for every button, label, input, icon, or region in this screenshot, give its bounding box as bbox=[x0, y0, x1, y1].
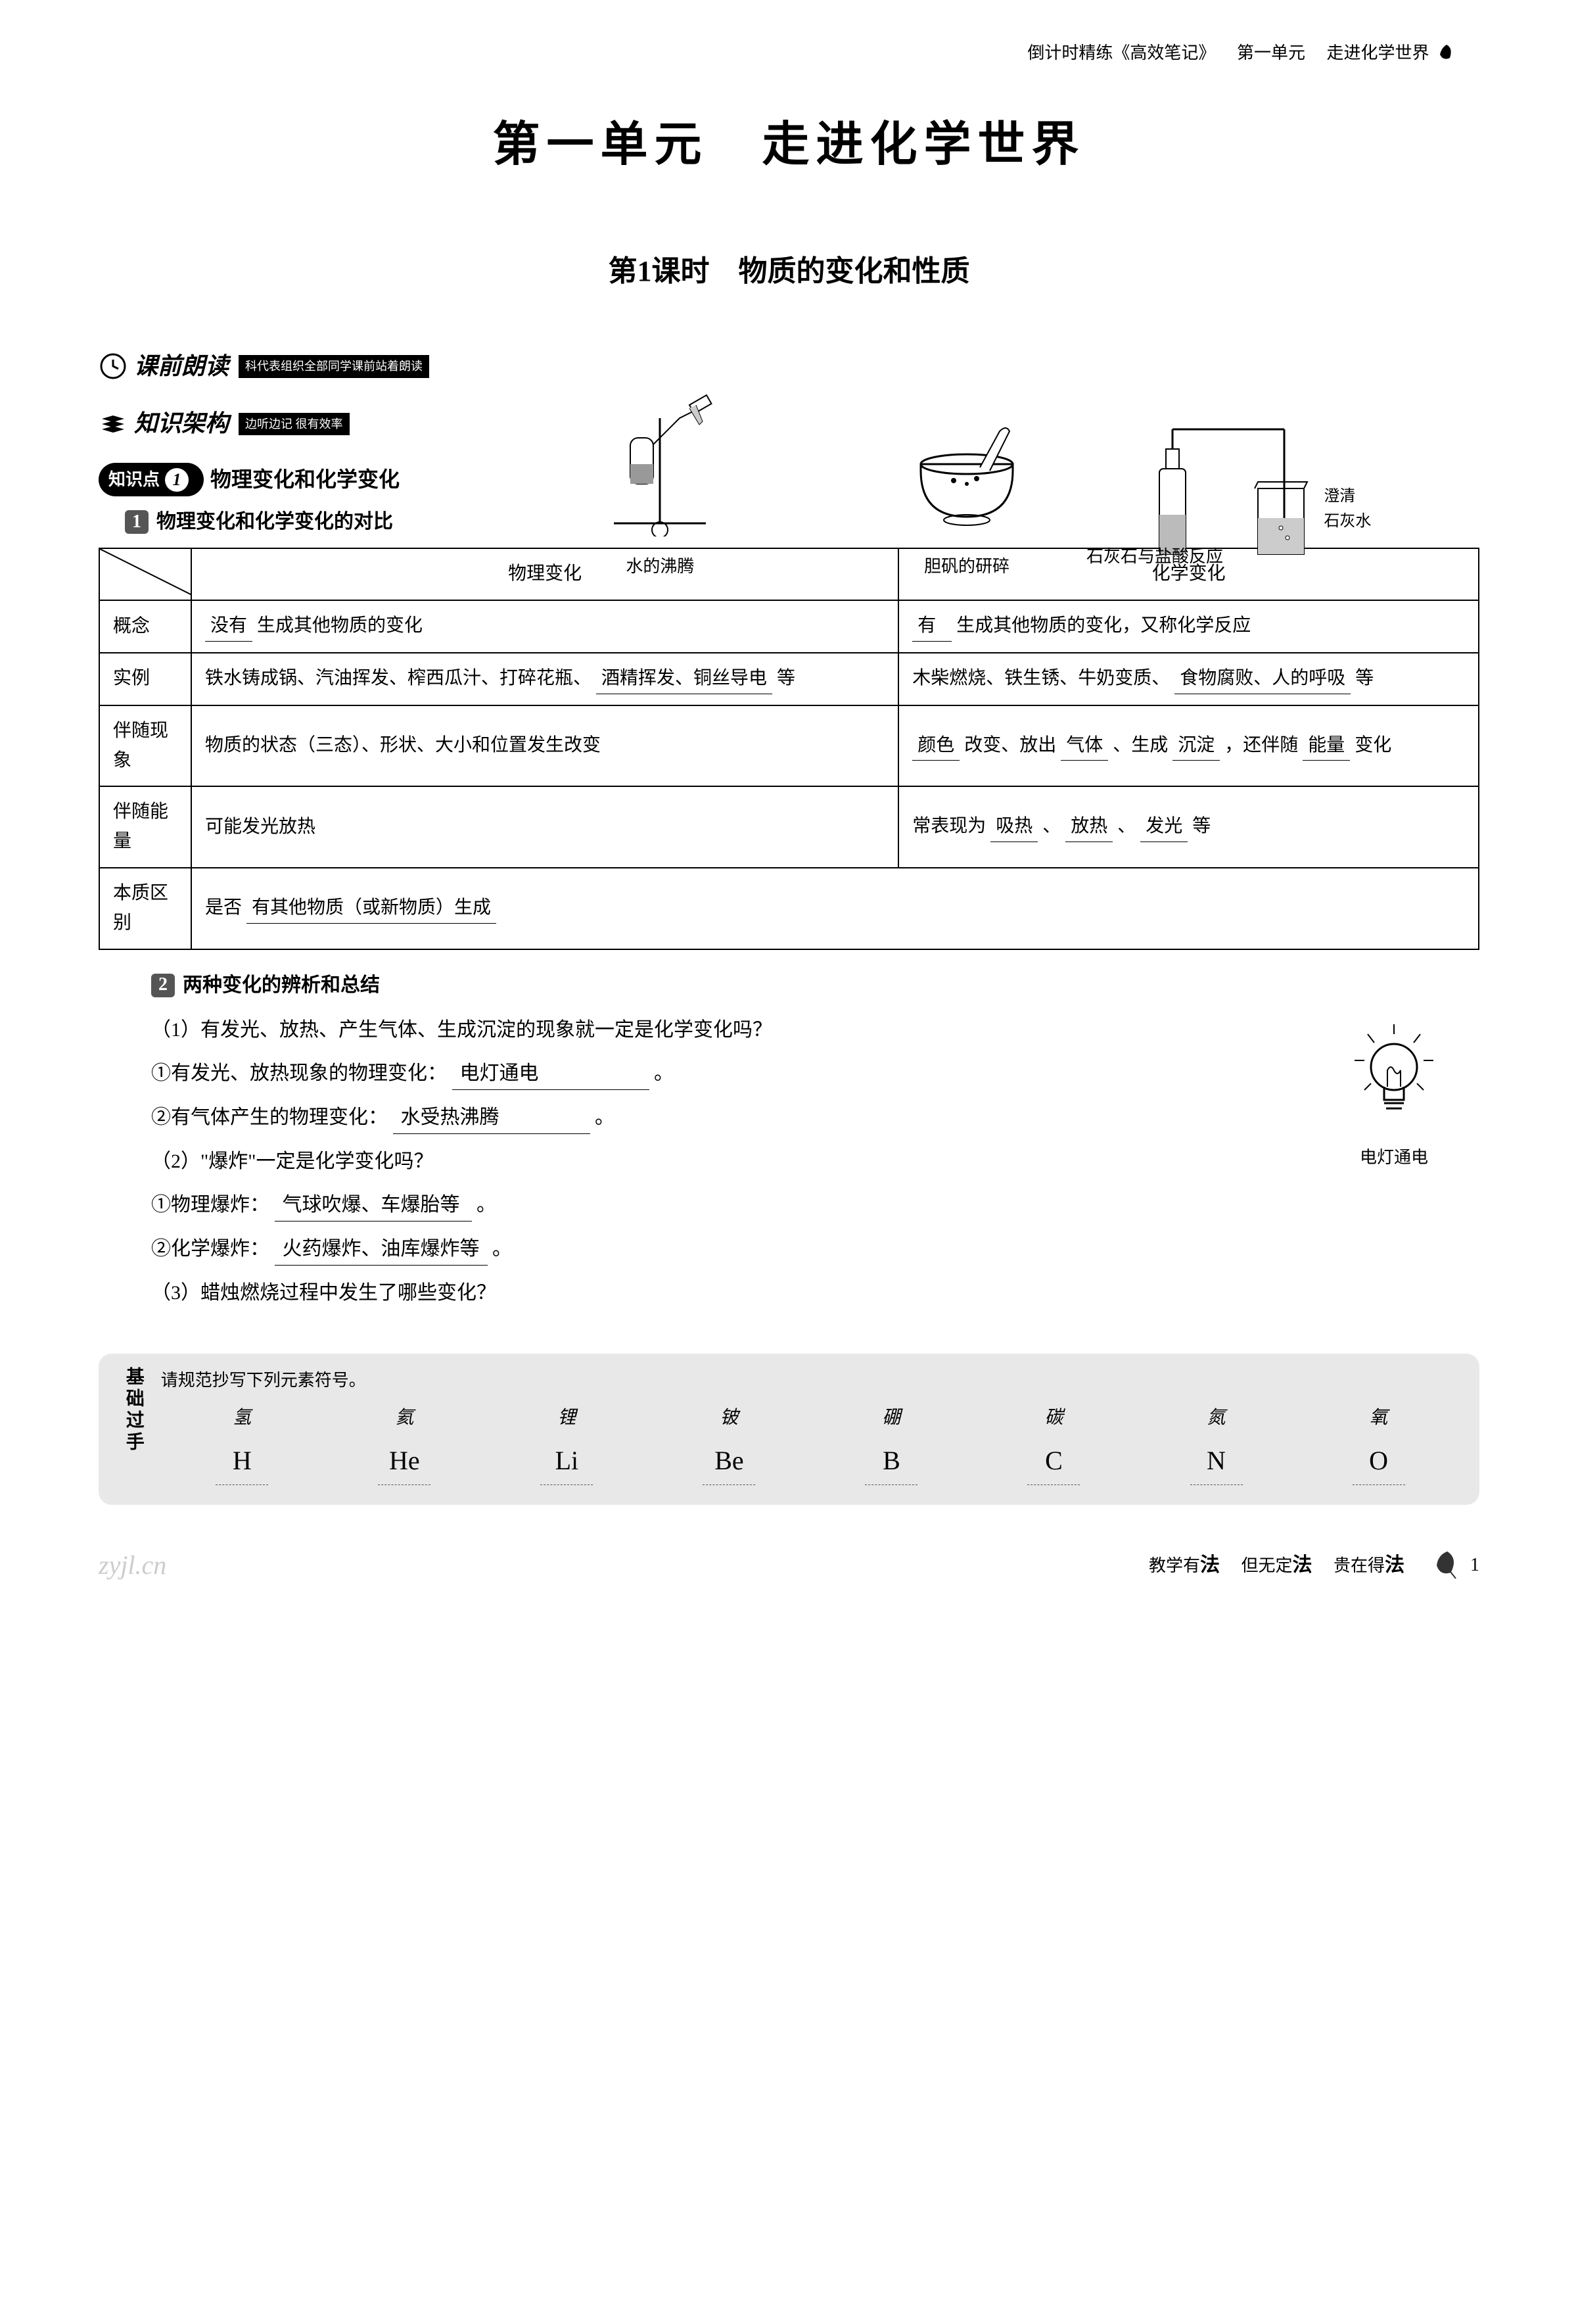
footer-side-label: 基础过手 bbox=[118, 1367, 161, 1492]
q1a-answer: 电灯通电 bbox=[452, 1058, 649, 1090]
bulb-caption: 电灯通电 bbox=[1348, 1144, 1440, 1172]
diagram-grinding: 胆矾的研碎 bbox=[814, 418, 1121, 580]
q2b-answer: 火药爆炸、油库爆炸等 bbox=[275, 1233, 488, 1266]
topic1-pill: 知识点 1 bbox=[99, 463, 204, 497]
q2a-answer: 气球吹爆、车爆胎等 bbox=[275, 1189, 472, 1221]
section-preread: 课前朗读 科代表组织全部同学课前站着朗读 bbox=[99, 348, 1479, 386]
element-symbol-cell: H bbox=[161, 1440, 323, 1485]
side-label-1: 澄清 bbox=[1324, 484, 1371, 509]
book-stack-icon bbox=[99, 410, 128, 439]
page-number: 1 bbox=[1470, 1551, 1479, 1580]
footer-instruction: 请规范抄写下列元素符号。 bbox=[161, 1367, 1460, 1394]
watermark: zyjl.cn bbox=[99, 1544, 166, 1586]
element-name-cell: 硼 bbox=[810, 1404, 973, 1433]
motto: 教学有法 但无定法 贵在得法 bbox=[166, 1550, 1431, 1581]
row-energy: 伴随能量 可能发光放热 常表现为 吸热 、 放热 、 发光 等 bbox=[99, 786, 1479, 868]
row-concept: 概念 没有 生成其他物质的变化 有 生成其他物质的变化，又称化学反应 bbox=[99, 600, 1479, 653]
lesson-title: 第1课时 物质的变化和性质 bbox=[99, 249, 1479, 295]
concept-c2-blank: 有 bbox=[912, 611, 952, 642]
ex-c1-blank: 酒精挥发、铜丝导电 bbox=[596, 664, 772, 694]
main-title: 第一单元 走进化学世界 bbox=[99, 107, 1479, 183]
phenomena-label: 伴随现象 bbox=[99, 705, 191, 787]
element-symbol-cell: N bbox=[1135, 1440, 1297, 1485]
diagram-boiling: 水的沸腾 bbox=[507, 392, 814, 580]
element-symbol-cell: He bbox=[323, 1440, 486, 1485]
essence-label: 本质区别 bbox=[99, 868, 191, 949]
leaf-icon bbox=[1433, 41, 1460, 68]
topic1-title: 物理变化和化学变化 bbox=[210, 463, 400, 496]
side-label-2: 石灰水 bbox=[1324, 509, 1371, 534]
element-name-cell: 氮 bbox=[1135, 1404, 1297, 1433]
concept-c1-blank: 没有 bbox=[205, 611, 252, 642]
element-name-cell: 锂 bbox=[486, 1404, 648, 1433]
page-header: 倒计时精练《高效笔记》 第一单元 走进化学世界 bbox=[99, 39, 1479, 68]
q3: （3）蜡烛燃烧过程中发生了哪些变化？ bbox=[151, 1277, 1427, 1309]
bulb-illustration: 电灯通电 bbox=[1348, 1024, 1440, 1172]
preread-sub: 科代表组织全部同学课前站着朗读 bbox=[239, 355, 429, 378]
series-title: 倒计时精练《高效笔记》 bbox=[1027, 43, 1215, 62]
phenomena-c1: 物质的状态（三态）、形状、大小和位置发生改变 bbox=[191, 705, 898, 787]
row-essence: 本质区别 是否 有其他物质（或新物质）生成 bbox=[99, 868, 1479, 949]
element-symbol-cell: Be bbox=[648, 1440, 810, 1485]
row-phenomena: 伴随现象 物质的状态（三态）、形状、大小和位置发生改变 颜色 改变、放出 气体 … bbox=[99, 705, 1479, 787]
element-symbol-cell: C bbox=[973, 1440, 1135, 1485]
unit-label: 第一单元 bbox=[1237, 43, 1305, 62]
element-symbol-cell: O bbox=[1297, 1440, 1460, 1485]
q2b: ②化学爆炸： 火药爆炸、油库爆炸等 。 bbox=[151, 1233, 1427, 1266]
ex-c2-blank: 食物腐败、人的呼吸 bbox=[1174, 664, 1351, 694]
subtopic1-num: 1 bbox=[125, 510, 149, 534]
preread-label: 课前朗读 bbox=[134, 348, 229, 386]
energy-label: 伴随能量 bbox=[99, 786, 191, 868]
structure-sub: 边听边记 很有效率 bbox=[239, 413, 350, 436]
element-name-cell: 铍 bbox=[648, 1404, 810, 1433]
elements-symbols-row: HHeLiBeBCNO bbox=[161, 1440, 1460, 1485]
element-symbol-cell: Li bbox=[486, 1440, 648, 1485]
diagonal-cell bbox=[99, 548, 191, 600]
diagrams-row: 水的沸腾 胆矾的研碎 澄清 石灰水 bbox=[507, 392, 1427, 580]
q1a: ①有发光、放热现象的物理变化： 电灯通电 。 bbox=[151, 1058, 1427, 1090]
page-footer: zyjl.cn 教学有法 但无定法 贵在得法 1 bbox=[99, 1544, 1479, 1586]
subtopic2-title: 两种变化的辨析和总结 bbox=[183, 970, 380, 1001]
essence-blank: 有其他物质（或新物质）生成 bbox=[246, 893, 496, 924]
questions-block: （1）有发光、放热、产生气体、生成沉淀的现象就一定是化学变化吗？ ①有发光、放热… bbox=[151, 1014, 1427, 1321]
concept-label: 概念 bbox=[99, 600, 191, 653]
leaf-icon bbox=[1431, 1549, 1464, 1582]
row-examples: 实例 铁水铸成锅、汽油挥发、榨西瓜汁、打碎花瓶、 酒精挥发、铜丝导电 等 木柴燃… bbox=[99, 653, 1479, 705]
q1b-answer: 水受热沸腾 bbox=[393, 1102, 590, 1134]
footer-box: 基础过手 请规范抄写下列元素符号。 氢氦锂铍硼碳氮氧 HHeLiBeBCNO bbox=[99, 1354, 1479, 1505]
grinding-caption: 胆矾的研碎 bbox=[814, 553, 1121, 581]
q2: （2）"爆炸"一定是化学变化吗？ bbox=[151, 1146, 1427, 1177]
clock-icon bbox=[99, 352, 128, 381]
boiling-caption: 水的沸腾 bbox=[507, 553, 814, 581]
examples-label: 实例 bbox=[99, 653, 191, 705]
subtopic2: 2 两种变化的辨析和总结 bbox=[151, 970, 1479, 1001]
chapter-label: 走进化学世界 bbox=[1326, 43, 1429, 62]
element-symbol-cell: B bbox=[810, 1440, 973, 1485]
q1b: ②有气体产生的物理变化： 水受热沸腾 。 bbox=[151, 1102, 1427, 1134]
footer-content: 请规范抄写下列元素符号。 氢氦锂铍硼碳氮氧 HHeLiBeBCNO bbox=[161, 1367, 1460, 1492]
subtopic2-num: 2 bbox=[151, 974, 175, 997]
comparison-table: 物理变化 化学变化 概念 没有 生成其他物质的变化 有 生成其他物质的变化，又称… bbox=[99, 548, 1479, 949]
acid-caption: 石灰石与盐酸反应 bbox=[1086, 543, 1223, 571]
page-number-block: 1 bbox=[1431, 1549, 1479, 1582]
element-name-cell: 碳 bbox=[973, 1404, 1135, 1433]
elements-names-row: 氢氦锂铍硼碳氮氧 bbox=[161, 1404, 1460, 1433]
element-name-cell: 氢 bbox=[161, 1404, 323, 1433]
element-name-cell: 氦 bbox=[323, 1404, 486, 1433]
element-name-cell: 氧 bbox=[1297, 1404, 1460, 1433]
structure-label: 知识架构 bbox=[134, 405, 229, 443]
q2a: ①物理爆炸： 气球吹爆、车爆胎等 。 bbox=[151, 1189, 1427, 1221]
lightbulb-icon bbox=[1348, 1024, 1440, 1129]
subtopic1-title: 物理变化和化学变化的对比 bbox=[156, 506, 393, 538]
topic1-number: 1 bbox=[165, 468, 189, 492]
q1: （1）有发光、放热、产生气体、生成沉淀的现象就一定是化学变化吗？ bbox=[151, 1014, 1427, 1046]
energy-c1: 可能发光放热 bbox=[191, 786, 898, 868]
